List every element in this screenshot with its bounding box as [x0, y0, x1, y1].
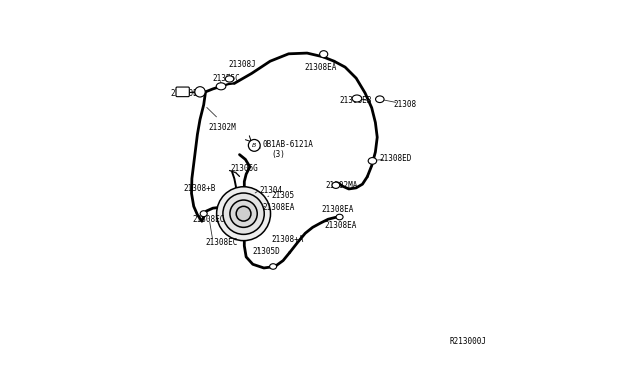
Text: 21308+A: 21308+A	[271, 235, 303, 244]
Circle shape	[216, 187, 271, 241]
Ellipse shape	[376, 96, 384, 103]
Circle shape	[248, 140, 260, 151]
Circle shape	[230, 200, 257, 227]
Text: 21305D: 21305D	[253, 247, 280, 256]
Text: R213000J: R213000J	[450, 337, 487, 346]
Text: 21308EA: 21308EA	[262, 202, 294, 212]
Text: 21305: 21305	[271, 192, 294, 201]
Text: 0B1AB-6121A: 0B1AB-6121A	[263, 140, 314, 149]
Circle shape	[236, 206, 251, 221]
Text: (3): (3)	[271, 150, 285, 159]
Text: 21355C: 21355C	[212, 74, 240, 83]
Text: 21304: 21304	[259, 186, 282, 195]
Text: 21308: 21308	[393, 100, 416, 109]
Text: 21308J: 21308J	[228, 60, 256, 70]
Text: 21308ED: 21308ED	[379, 154, 412, 163]
Ellipse shape	[332, 182, 340, 188]
Ellipse shape	[269, 264, 276, 269]
Text: 21308EB: 21308EB	[340, 96, 372, 105]
Text: 21308EA: 21308EA	[322, 205, 354, 215]
Text: 21308EA: 21308EA	[324, 221, 357, 230]
Circle shape	[223, 193, 264, 234]
Text: 21320B: 21320B	[170, 89, 198, 98]
FancyBboxPatch shape	[176, 87, 189, 97]
Text: 21302MA: 21302MA	[326, 182, 358, 190]
Ellipse shape	[200, 211, 207, 217]
Text: 21306G: 21306G	[230, 164, 259, 173]
Text: 21308EC: 21308EC	[193, 215, 225, 224]
Ellipse shape	[352, 95, 362, 102]
Text: 21308EC: 21308EC	[205, 238, 238, 247]
Ellipse shape	[216, 83, 226, 90]
Ellipse shape	[368, 158, 377, 164]
Ellipse shape	[225, 76, 234, 82]
Ellipse shape	[336, 214, 343, 220]
Ellipse shape	[319, 51, 328, 58]
Text: B: B	[252, 143, 257, 148]
Circle shape	[195, 87, 205, 97]
Text: 21302M: 21302M	[209, 123, 236, 132]
Text: 21308+B: 21308+B	[184, 184, 216, 193]
Text: 21308EA: 21308EA	[305, 62, 337, 72]
